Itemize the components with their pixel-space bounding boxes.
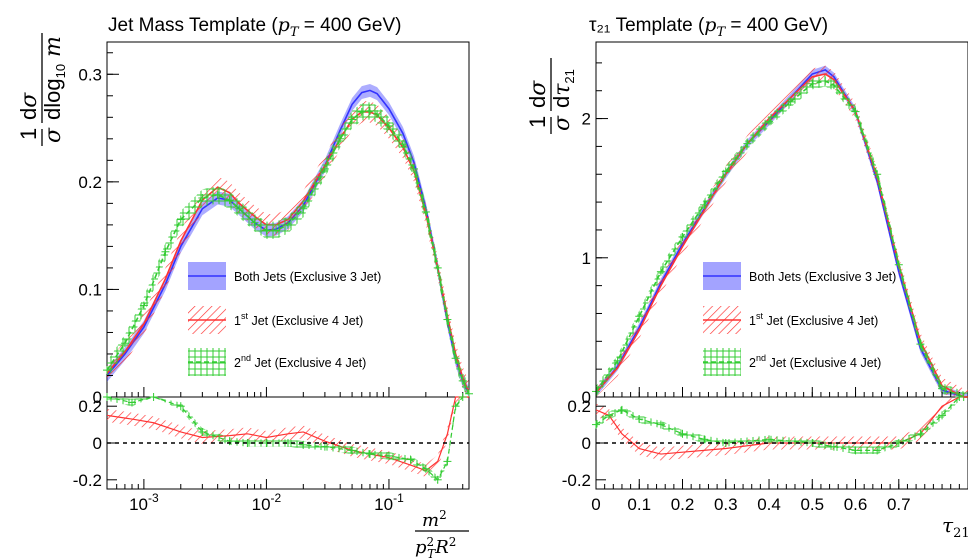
tau-x-axis-label: τ21 bbox=[942, 513, 968, 541]
mass-main-plot: 00.10.20.3 bbox=[78, 53, 473, 407]
tau-y-axis-label: 1 σ dσ dτ21 bbox=[525, 58, 577, 134]
y-tick-label: 0.1 bbox=[78, 280, 102, 299]
series-band-first bbox=[107, 101, 469, 397]
x-tick-label: 0.3 bbox=[714, 495, 738, 514]
legend-label-both: Both Jets (Exclusive 3 Jet) bbox=[234, 270, 381, 284]
x-tick-label: 0.2 bbox=[671, 495, 695, 514]
ratio-y-tick-label: -0.2 bbox=[562, 471, 591, 490]
series-band-first bbox=[596, 66, 968, 397]
legend-label-both: Both Jets (Exclusive 3 Jet) bbox=[749, 270, 896, 284]
svg-text:1: 1 bbox=[16, 128, 41, 140]
mass-y-axis-label: 1 σ dσ dlog10 m bbox=[16, 33, 68, 146]
series-band-both bbox=[596, 66, 968, 397]
x-tick-label: 10-3 bbox=[129, 491, 159, 514]
series-line-first bbox=[596, 74, 968, 397]
mass-panel: Jet Mass Template (pT = 400 GeV) 1 σ dσ … bbox=[16, 14, 473, 559]
series-line-second bbox=[596, 81, 968, 397]
tau-title: τ₂₁ Template (pT = 400 GeV) bbox=[589, 14, 828, 40]
series-line-both bbox=[596, 70, 968, 397]
ratio-y-tick-label: -0.2 bbox=[73, 471, 102, 490]
x-tick-label: 10-2 bbox=[252, 491, 282, 514]
svg-text:m2: m2 bbox=[422, 508, 447, 531]
x-tick-label: 0.7 bbox=[887, 495, 911, 514]
mass-title: Jet Mass Template (pT = 400 GeV) bbox=[108, 14, 401, 40]
x-tick-label: 10-1 bbox=[374, 491, 404, 514]
legend-label-first: 1st Jet (Exclusive 4 Jet) bbox=[749, 311, 878, 328]
x-tick-label: 0 bbox=[591, 495, 600, 514]
mass-x-axis-label: m2 p2 TR2 bbox=[415, 508, 469, 559]
series-band-second bbox=[107, 102, 469, 397]
ratio-y-tick-label: 0.2 bbox=[78, 397, 102, 416]
y-tick-label: 0.3 bbox=[78, 65, 102, 84]
x-tick-label: 0.5 bbox=[800, 495, 824, 514]
svg-text:1: 1 bbox=[525, 116, 550, 128]
x-tick-label: 0.4 bbox=[757, 495, 781, 514]
x-tick-label: 0.6 bbox=[844, 495, 868, 514]
tau-panel: τ₂₁ Template (pT = 400 GeV) 1 σ dσ dτ21 … bbox=[525, 14, 968, 541]
y-tick-label: 2 bbox=[582, 110, 591, 129]
svg-text:σ: σ bbox=[550, 115, 575, 131]
series-line-second bbox=[107, 111, 469, 394]
tau-legend: Both Jets (Exclusive 3 Jet) 1st Jet (Excl… bbox=[703, 262, 896, 376]
tau-ratio-plot: 0.20-0.20 0.1 0.2 0.3 0.4 0.5 0.6 0.7 bbox=[562, 393, 968, 514]
legend-label-second: 2nd Jet (Exclusive 4 Jet) bbox=[234, 353, 366, 370]
ratio-y-tick-label: 0.2 bbox=[567, 397, 591, 416]
x-tick-label: 0.1 bbox=[627, 495, 651, 514]
ratio-y-tick-label: 0 bbox=[582, 434, 591, 453]
ratio-y-tick-label: 0 bbox=[93, 434, 102, 453]
svg-text:dσ: dσ bbox=[525, 80, 551, 108]
series-line-first bbox=[107, 112, 469, 393]
svg-text:σ: σ bbox=[41, 127, 66, 143]
mass-legend: Both Jets (Exclusive 3 Jet) 1st Jet (Excl… bbox=[188, 262, 381, 376]
series-band-second bbox=[596, 75, 968, 397]
y-tick-label: 0.2 bbox=[78, 173, 102, 192]
svg-text:dτ21: dτ21 bbox=[549, 69, 577, 108]
legend-label-second: 2nd Jet (Exclusive 4 Jet) bbox=[749, 353, 881, 370]
svg-text:dlog10 m: dlog10 m bbox=[40, 36, 68, 120]
y-tick-label: 1 bbox=[582, 249, 591, 268]
tau-main-frame bbox=[596, 42, 968, 397]
legend-label-first: 1st Jet (Exclusive 4 Jet) bbox=[234, 311, 363, 328]
svg-text:dσ: dσ bbox=[16, 92, 42, 120]
ratio-band-first bbox=[596, 397, 968, 460]
series-band-both bbox=[107, 84, 469, 397]
series-line-both bbox=[107, 90, 469, 393]
mass-ratio-plot: 0.2 0 -0.2 10-3 10-2 10-1 bbox=[73, 393, 469, 514]
